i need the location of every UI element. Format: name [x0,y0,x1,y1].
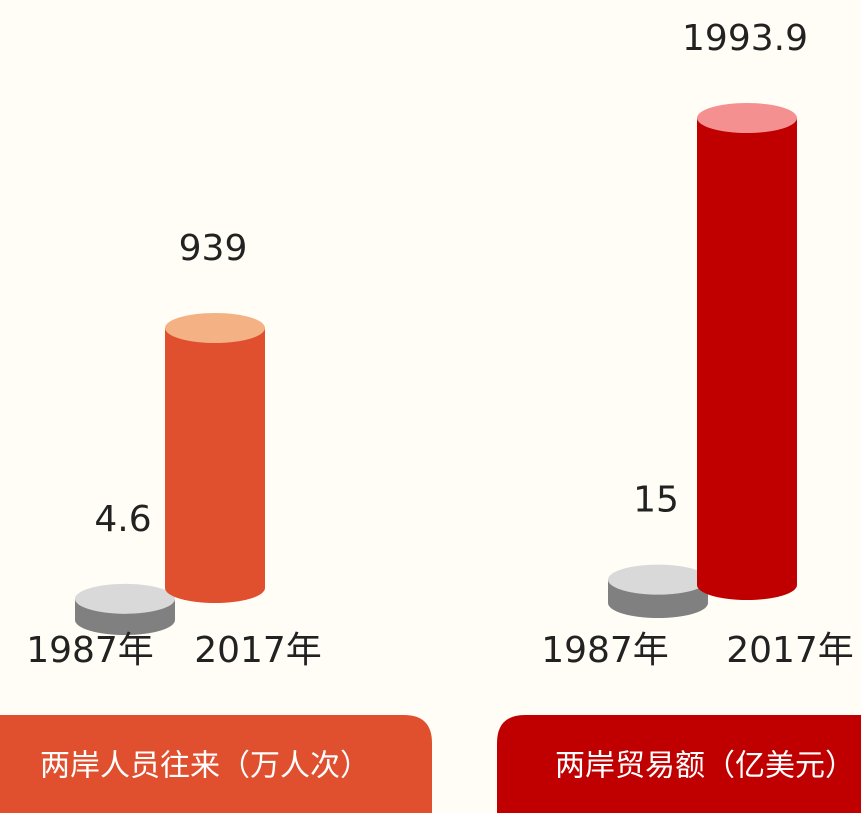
value-label: 939 [179,228,248,269]
cylinder-body [697,118,797,600]
cylinder-top [165,313,265,343]
cylinder-top [75,583,175,614]
title-tab [497,715,861,813]
cylinder-top [608,564,708,595]
chart-title: 两岸贸易额（亿美元） [555,749,855,784]
category-label: 2017年 [194,630,322,671]
category-label: 1987年 [26,630,154,671]
category-label: 2017年 [726,630,854,671]
value-label: 1993.9 [682,18,808,59]
value-label: 15 [633,480,679,521]
chart-title: 两岸人员往来（万人次） [40,749,370,784]
value-label: 4.6 [94,499,151,540]
cylinder-body [165,328,265,603]
cylinder-top [697,103,797,133]
category-label: 1987年 [541,630,669,671]
title-tab [0,715,432,813]
